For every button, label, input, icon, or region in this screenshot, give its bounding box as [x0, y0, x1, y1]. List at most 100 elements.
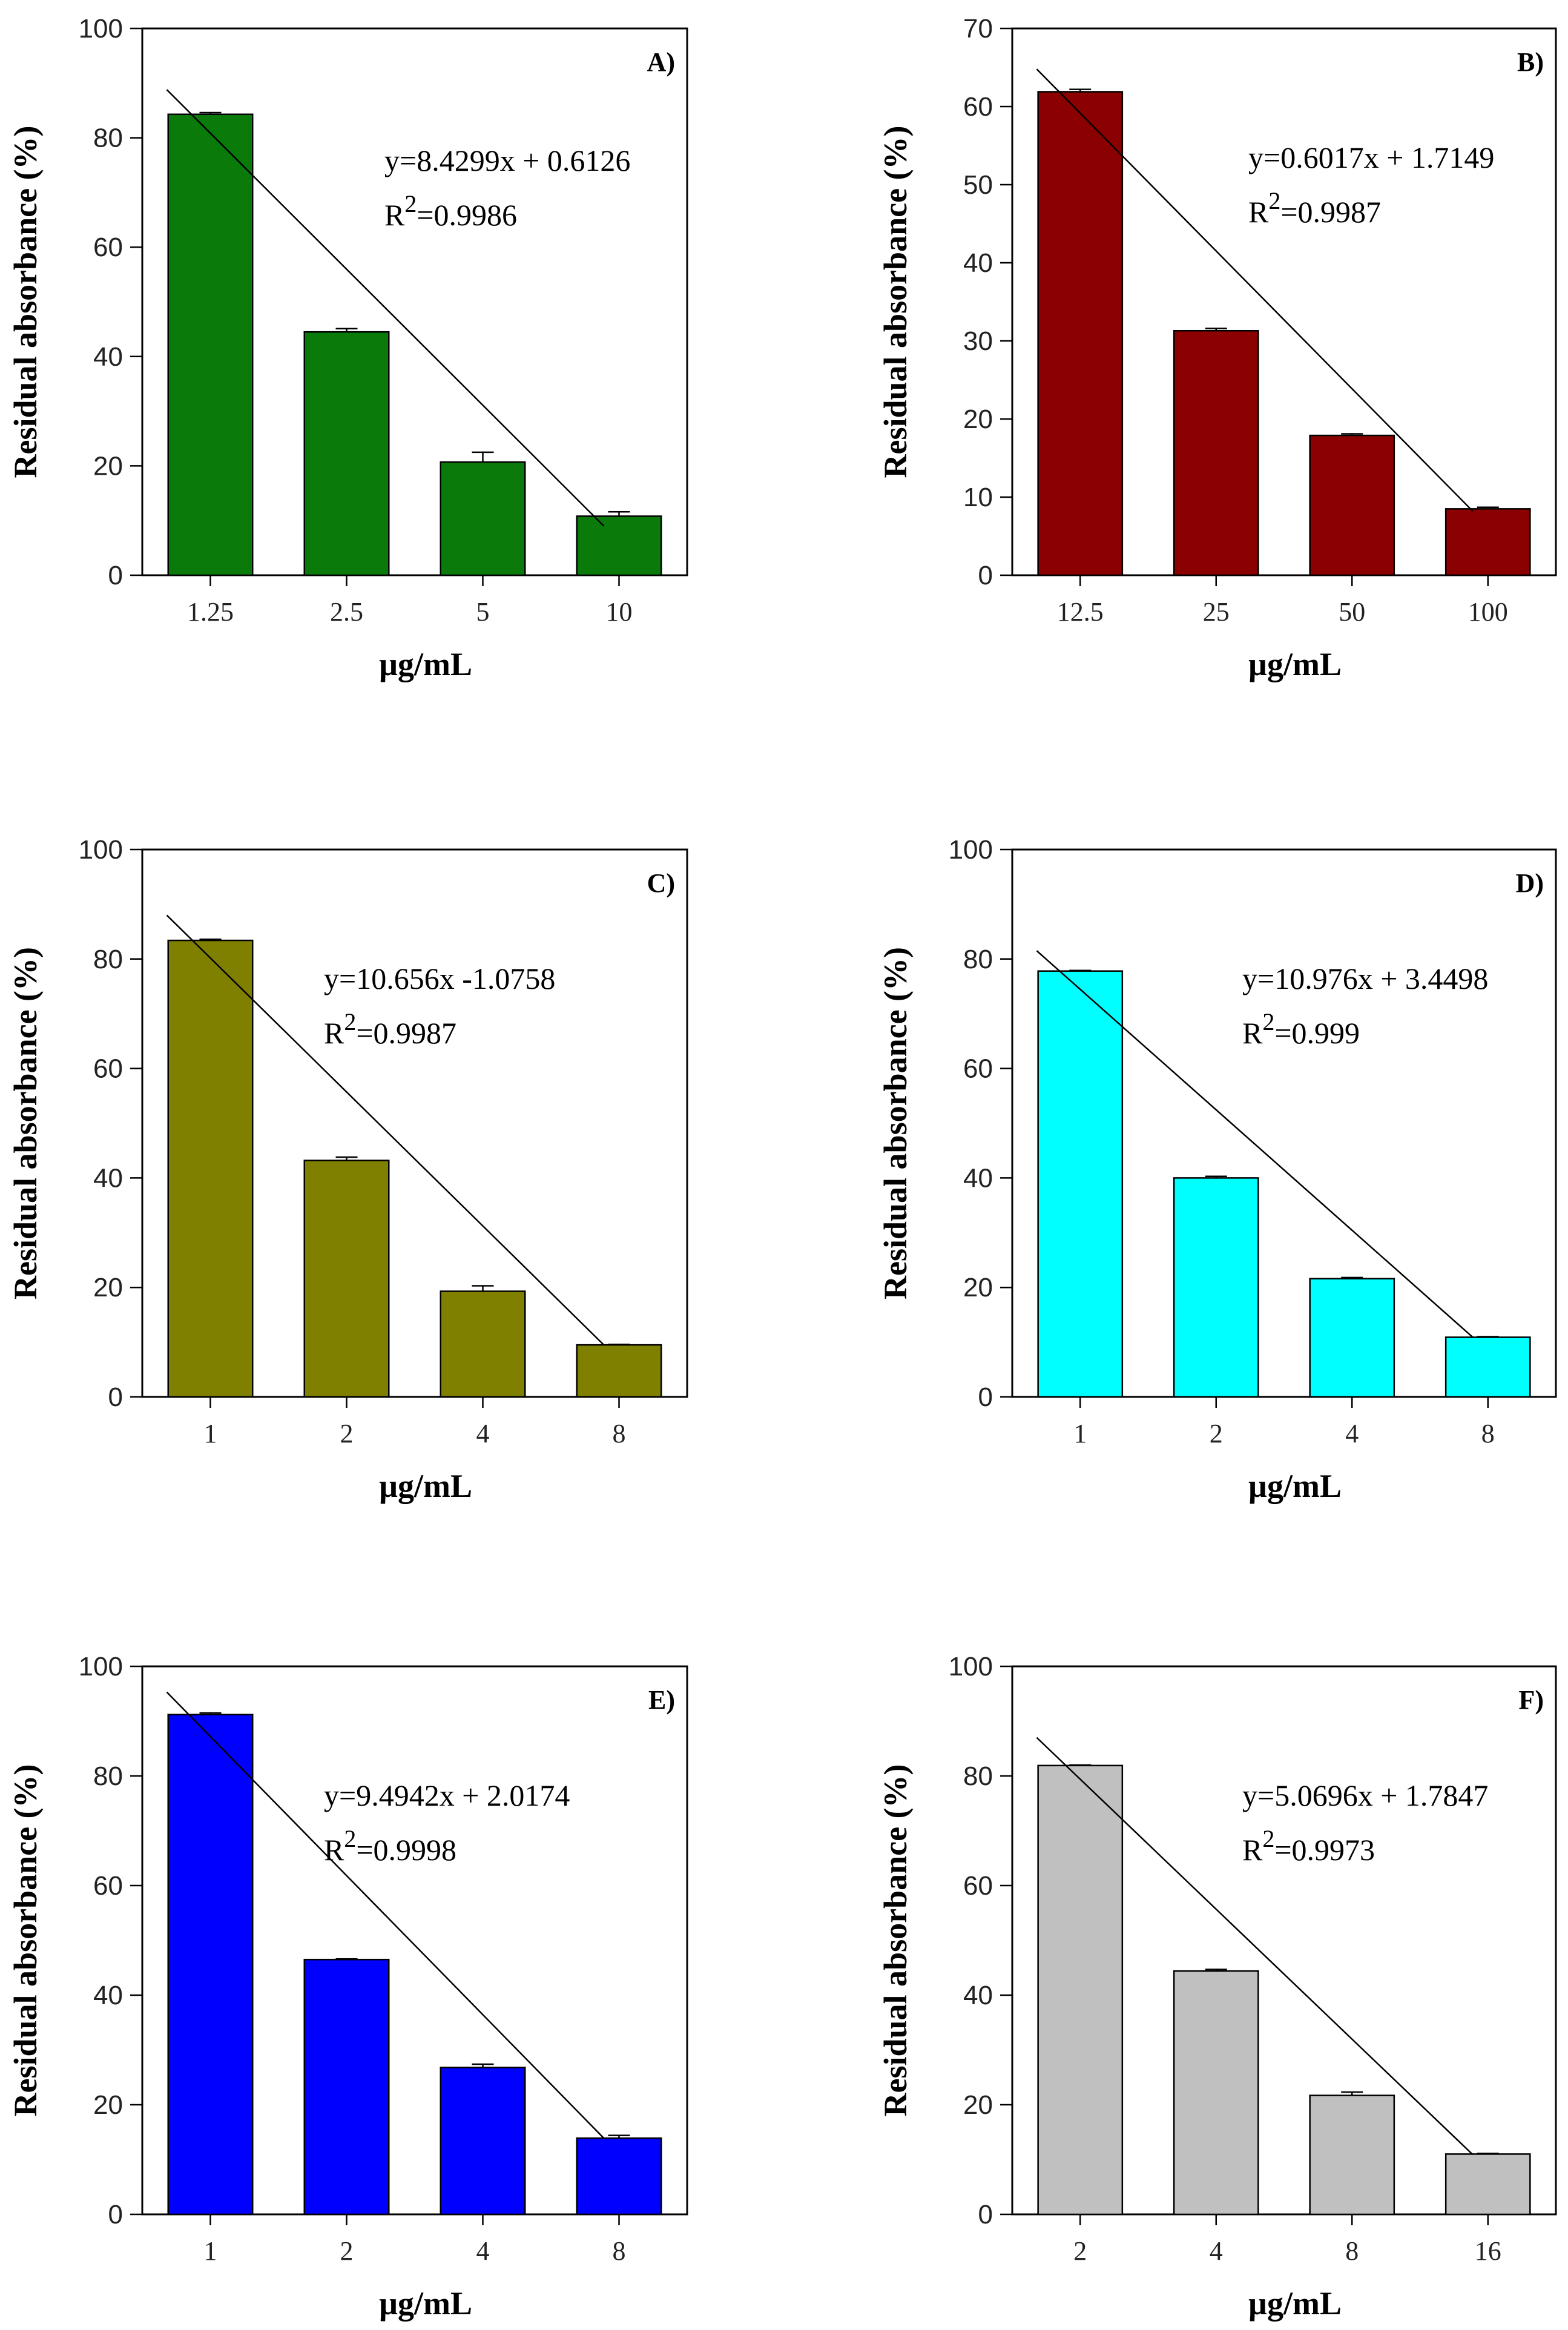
x-tick-label: 10	[606, 597, 633, 627]
y-tick-label: 100	[949, 1652, 993, 1681]
x-tick-label: 4	[476, 1419, 490, 1448]
bar	[440, 461, 526, 576]
regression-equation: y=10.656x -1.0758	[324, 962, 555, 995]
r-squared: R2=0.9973	[1242, 1825, 1375, 1867]
bar	[167, 1714, 254, 2216]
regression-equation: y=10.976x + 3.4498	[1242, 962, 1488, 995]
y-tick-label: 20	[93, 1273, 123, 1302]
bar	[1444, 508, 1531, 576]
x-tick-label: 1	[1073, 1419, 1087, 1448]
x-tick-label: 2	[340, 2236, 354, 2266]
chart-panel-d: 0 20 40 60 80 100 1 2 4 8 µg/mL Residual absorbance…	[877, 835, 1557, 1504]
y-tick-label: 100	[79, 835, 123, 865]
x-axis-title: µg/mL	[1248, 2285, 1342, 2322]
x-tick-label: 1	[204, 1419, 217, 1448]
bar	[167, 939, 254, 1398]
y-tick-label: 0	[108, 2200, 123, 2229]
y-tick-label: 0	[978, 2200, 993, 2229]
y-tick-label: 20	[963, 1273, 993, 1302]
y-axis-title: Residual absorbance (%)	[7, 947, 44, 1299]
plot-frame	[1011, 1665, 1557, 2216]
panel-label: A)	[647, 47, 675, 77]
y-tick-label: 60	[93, 233, 123, 262]
x-tick-label: 8	[613, 1419, 626, 1448]
bar	[303, 1160, 390, 1398]
plot-frame	[1011, 27, 1557, 576]
y-tick-label: 0	[978, 1382, 993, 1412]
panel-label: C)	[647, 868, 675, 898]
x-tick-label: 2	[1210, 1419, 1223, 1448]
r-squared: R2=0.9987	[1248, 187, 1381, 229]
bar	[1309, 434, 1395, 576]
y-tick-label: 100	[79, 14, 123, 44]
regression-equation: y=9.4942x + 2.0174	[324, 1778, 570, 1812]
panel-label: E)	[648, 1685, 675, 1715]
y-tick-label: 40	[93, 342, 123, 372]
y-tick-label: 60	[963, 1871, 993, 1901]
fit-line	[1036, 950, 1474, 1338]
x-tick-label: 2.5	[330, 597, 363, 627]
y-tick-label: 20	[93, 451, 123, 481]
x-tick-label: 4	[1210, 2236, 1223, 2266]
y-axis-title: Residual absorbance (%)	[877, 947, 914, 1299]
y-tick-label: 70	[963, 14, 993, 44]
x-tick-label: 16	[1475, 2236, 1501, 2266]
x-tick-label: 2	[340, 1419, 354, 1448]
x-tick-label: 1.25	[187, 597, 234, 627]
regression-equation: y=5.0696x + 1.7847	[1242, 1778, 1488, 1812]
fit-line	[1036, 68, 1474, 512]
regression-equation: y=0.6017x + 1.7149	[1248, 140, 1494, 174]
x-tick-label: 2	[1073, 2236, 1087, 2266]
r-squared: R2=0.9986	[384, 190, 517, 232]
y-tick-label: 30	[963, 326, 993, 356]
y-tick-label: 10	[963, 483, 993, 512]
x-tick-label: 25	[1203, 597, 1230, 627]
x-tick-label: 50	[1339, 597, 1365, 627]
bar	[1037, 970, 1124, 1398]
y-axis-title: Residual absorbance (%)	[877, 125, 914, 478]
bar	[167, 113, 254, 576]
x-tick-label: 100	[1468, 597, 1508, 627]
bar	[1173, 329, 1259, 576]
panel-label: B)	[1517, 47, 1544, 77]
y-tick-label: 60	[93, 1871, 123, 1901]
y-tick-label: 40	[963, 248, 993, 278]
y-tick-label: 0	[108, 1382, 123, 1412]
x-axis-title: µg/mL	[379, 2285, 472, 2322]
panel-label: F)	[1518, 1685, 1544, 1715]
plot-frame	[141, 27, 688, 576]
bar	[576, 1344, 662, 1398]
r-squared: R2=0.9987	[324, 1008, 456, 1050]
y-tick-label: 60	[93, 1054, 123, 1084]
regression-equation: y=8.4299x + 0.6126	[384, 144, 630, 177]
fit-line	[166, 914, 605, 1346]
bar	[303, 331, 390, 576]
y-tick-label: 80	[963, 1761, 993, 1791]
x-tick-label: 4	[1345, 1419, 1359, 1448]
bar	[1173, 1970, 1259, 2216]
x-tick-label: 8	[1481, 1419, 1495, 1448]
bar	[1309, 1278, 1395, 1398]
y-tick-label: 80	[93, 945, 123, 974]
y-tick-label: 60	[963, 92, 993, 122]
y-tick-label: 50	[963, 170, 993, 200]
x-axis-title: µg/mL	[379, 1468, 472, 1504]
y-tick-label: 40	[963, 1981, 993, 2010]
bar	[303, 1958, 390, 2216]
plot-frame	[1011, 848, 1557, 1398]
bar	[576, 515, 662, 576]
y-tick-label: 80	[93, 1761, 123, 1791]
chart-panel-c: 0 20 40 60 80 100 1 2 4 8 µg/mL Residual absorbance…	[7, 835, 688, 1504]
panel-label: D)	[1516, 868, 1544, 898]
fit-line	[166, 89, 605, 527]
y-axis-title: Residual absorbance (%)	[7, 1764, 44, 2116]
bar	[1037, 91, 1124, 576]
x-tick-label: 8	[613, 2236, 626, 2266]
plot-frame	[141, 1665, 688, 2216]
fit-line	[1036, 1737, 1474, 2156]
bar	[1444, 1336, 1531, 1398]
bar	[1309, 2094, 1395, 2216]
y-tick-label: 40	[93, 1981, 123, 2010]
x-tick-label: 1	[204, 2236, 217, 2266]
y-tick-label: 80	[93, 124, 123, 153]
